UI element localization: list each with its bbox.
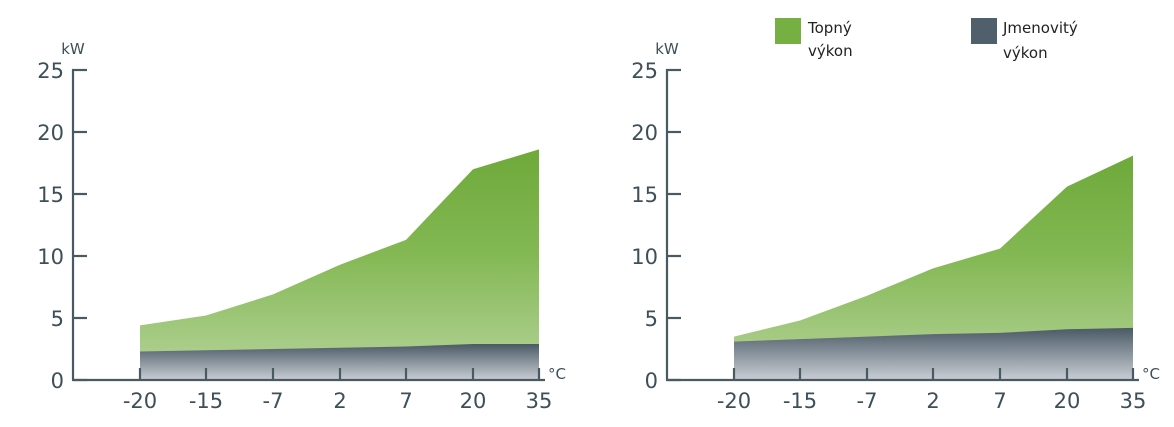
series-area-topny-vykon (734, 155, 1133, 380)
legend: Topný výkon Jmenovitý výkon (775, 18, 1078, 62)
y-tick-label: 0 (645, 369, 658, 393)
right-chart: 0 5 10 15 20 25 -20 -15 -7 2 7 20 35 kW °C (631, 40, 1160, 413)
y-tick-label: 5 (645, 307, 658, 331)
series-area-jmenovity-vykon (140, 344, 539, 380)
y-tick-label: 20 (631, 121, 658, 145)
x-tick-label: -15 (783, 389, 817, 413)
x-tick-label: 20 (1054, 389, 1081, 413)
x-axis-unit-label: °C (1142, 365, 1160, 383)
series-area-topny-vykon (140, 149, 539, 380)
legend-swatch-jmenovity-vykon (971, 18, 997, 44)
legend-label-topny-vykon-line2: výkon (808, 42, 853, 60)
legend-swatch-topny-vykon (775, 18, 801, 44)
y-tick-label: 0 (51, 369, 64, 393)
x-tick-label: -20 (717, 389, 751, 413)
y-axis-unit-label: kW (655, 40, 679, 58)
left-chart: 0 5 10 15 20 25 -20 -15 -7 2 7 20 35 kW °C (37, 40, 566, 413)
x-axis-unit-label: °C (548, 365, 566, 383)
x-tick-label: -20 (123, 389, 157, 413)
y-tick-label: 20 (37, 121, 64, 145)
legend-label-jmenovity-vykon-line1: Jmenovitý (1002, 19, 1078, 37)
x-tick-label: -15 (189, 389, 223, 413)
y-tick-label: 15 (631, 183, 658, 207)
y-tick-label: 10 (37, 245, 64, 269)
y-tick-label: 15 (37, 183, 64, 207)
y-tick-label: 10 (631, 245, 658, 269)
x-tick-label: 35 (526, 389, 553, 413)
x-tick-label: -7 (857, 389, 878, 413)
y-tick-label: 5 (51, 307, 64, 331)
series-area-jmenovity-vykon (734, 327, 1133, 380)
legend-label-jmenovity-vykon-line2: výkon (1003, 44, 1048, 62)
legend-label-topny-vykon-line1: Topný (807, 19, 852, 37)
x-tick-label: 20 (460, 389, 487, 413)
x-tick-label: 2 (333, 389, 346, 413)
x-tick-label: -7 (263, 389, 284, 413)
x-tick-label: 2 (926, 389, 939, 413)
y-axis-unit-label: kW (61, 40, 85, 58)
x-tick-label: 7 (399, 389, 412, 413)
x-tick-label: 7 (993, 389, 1006, 413)
y-tick-label: 25 (37, 59, 64, 83)
y-tick-label: 25 (631, 59, 658, 83)
x-tick-label: 35 (1120, 389, 1147, 413)
